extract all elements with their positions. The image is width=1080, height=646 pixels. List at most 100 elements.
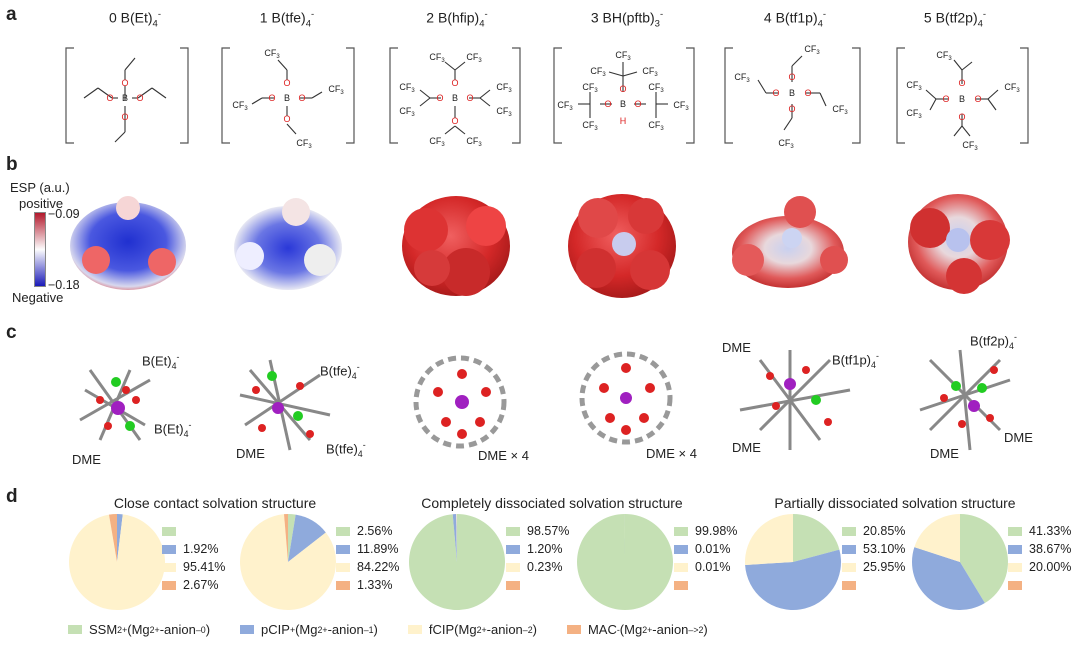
esp-surface-5 bbox=[908, 194, 1010, 294]
label-c5-anion: B(tf2p)4- bbox=[970, 332, 1017, 351]
svg-text:H: H bbox=[620, 116, 627, 126]
pie-legend-3: 99.98% 0.01% 0.01% bbox=[674, 522, 737, 594]
svg-text:CF3: CF3 bbox=[936, 50, 952, 62]
svg-text:CF3: CF3 bbox=[466, 52, 482, 64]
pie-4-slice-2 bbox=[745, 514, 793, 565]
svg-text:O: O bbox=[451, 116, 458, 126]
pie-5-slice-0 bbox=[960, 514, 1009, 604]
svg-text:O: O bbox=[451, 78, 458, 88]
anion-title-3: 3 BH(pftb)3- bbox=[590, 9, 664, 30]
pie-1-slice-0 bbox=[288, 514, 296, 562]
label-c0-bot: B(Et)4- bbox=[154, 420, 192, 439]
anion-title-1: 1 B(tfe)4- bbox=[259, 9, 315, 30]
structure-2 bbox=[419, 61, 491, 135]
svg-text:CF3: CF3 bbox=[832, 104, 848, 116]
svg-text:O: O bbox=[136, 93, 143, 103]
label-c1-bot: B(tfe)4- bbox=[326, 440, 366, 459]
pie-1-slice-1 bbox=[288, 514, 326, 562]
svg-text:CF3: CF3 bbox=[232, 100, 248, 112]
svg-text:O: O bbox=[942, 94, 949, 104]
svg-text:CF3: CF3 bbox=[906, 108, 922, 120]
solvation-structures bbox=[79, 349, 1011, 451]
label-c4-dme2: DME bbox=[732, 440, 761, 455]
esp-colorbar bbox=[34, 212, 46, 287]
pie-5-slice-1 bbox=[912, 547, 985, 610]
solvation-structure-4 bbox=[739, 350, 851, 450]
pie-legend-1: 2.56% 11.89% 84.22% 1.33% bbox=[336, 522, 399, 594]
svg-text:O: O bbox=[772, 88, 779, 98]
svg-text:O: O bbox=[619, 84, 626, 94]
esp-negative-label: Negative bbox=[12, 290, 64, 305]
svg-text:O: O bbox=[466, 93, 473, 103]
svg-text:O: O bbox=[268, 93, 275, 103]
label-c5-dme2: DME bbox=[930, 446, 959, 461]
species-legend: SSM 2+ (Mg 2+ -anion –0) pCIP + (Mg 2+ -anion –1… bbox=[68, 622, 708, 637]
esp-surface-0 bbox=[70, 196, 186, 290]
svg-text:CF3: CF3 bbox=[906, 80, 922, 92]
label-c5-dme1: DME bbox=[1004, 430, 1033, 445]
structure-3 bbox=[578, 62, 668, 118]
pie-1-slice-2 bbox=[240, 514, 336, 610]
svg-text:B: B bbox=[620, 99, 626, 109]
esp-surface-2 bbox=[402, 196, 510, 296]
pie-legend-2: 98.57% 1.20% 0.23% bbox=[506, 522, 569, 594]
panel-label-b: b bbox=[6, 154, 18, 175]
pie-legend-5: 41.33% 38.67% 20.00% bbox=[1008, 522, 1071, 594]
label-c0-top: B(Et)4- bbox=[142, 352, 180, 371]
svg-text:O: O bbox=[788, 72, 795, 82]
structure-1 bbox=[251, 59, 323, 135]
pie-legend-4: 20.85% 53.10% 25.95% bbox=[842, 522, 905, 594]
group-title-dissociated: Completely dissociated solvation structu… bbox=[421, 495, 683, 511]
pie-4-slice-0 bbox=[793, 514, 840, 562]
brackets bbox=[65, 47, 1029, 144]
esp-max: −0.09 bbox=[48, 207, 80, 221]
esp-positive-label: positive bbox=[19, 196, 64, 211]
svg-text:CF3: CF3 bbox=[648, 120, 664, 132]
svg-text:O: O bbox=[436, 93, 443, 103]
svg-text:CF3: CF3 bbox=[399, 82, 415, 94]
svg-text:CF3: CF3 bbox=[734, 72, 750, 84]
svg-text:O: O bbox=[283, 114, 290, 124]
anion-title-4: 4 B(tf1p)4- bbox=[763, 9, 827, 30]
esp-min: −0.18 bbox=[48, 278, 80, 292]
pie-0-slice-3 bbox=[108, 514, 117, 562]
svg-text:O: O bbox=[121, 112, 128, 122]
svg-text:B: B bbox=[959, 94, 965, 104]
pie-0-slice-1 bbox=[117, 514, 123, 562]
svg-text:O: O bbox=[804, 88, 811, 98]
label-c1-top: B(tfe)4- bbox=[320, 362, 360, 381]
svg-text:CF3: CF3 bbox=[804, 44, 820, 56]
svg-text:O: O bbox=[283, 78, 290, 88]
svg-text:CF3: CF3 bbox=[496, 106, 512, 118]
pie-2-slice-1 bbox=[452, 514, 457, 562]
svg-text:B: B bbox=[284, 93, 290, 103]
solvation-structure-3 bbox=[579, 351, 673, 445]
svg-text:O: O bbox=[106, 93, 113, 103]
svg-text:CF3: CF3 bbox=[557, 100, 573, 112]
svg-text:CF3: CF3 bbox=[778, 138, 794, 150]
legend-fcip: fCIP (Mg 2+ -anion –2) bbox=[407, 622, 537, 637]
svg-text:B: B bbox=[452, 93, 458, 103]
label-c1-dme: DME bbox=[236, 446, 265, 461]
esp-surface-4 bbox=[732, 196, 848, 288]
pie-legend-0: 1.92% 95.41% 2.67% bbox=[162, 522, 225, 594]
pie-3-slice-0 bbox=[576, 514, 673, 610]
svg-text:CF3: CF3 bbox=[399, 106, 415, 118]
svg-text:O: O bbox=[604, 99, 611, 109]
label-c4-dme1: DME bbox=[722, 340, 751, 355]
label-c3-dme: DME × 4 bbox=[646, 446, 697, 461]
svg-text:O: O bbox=[634, 99, 641, 109]
svg-text:CF3: CF3 bbox=[328, 84, 344, 96]
structure-4 bbox=[757, 55, 827, 131]
svg-text:CF3: CF3 bbox=[1004, 82, 1020, 94]
svg-text:CF3: CF3 bbox=[296, 138, 312, 150]
pie-2-slice-2 bbox=[456, 514, 457, 562]
svg-text:O: O bbox=[958, 78, 965, 88]
esp-title: ESP (a.u.) bbox=[10, 180, 70, 195]
pie-1-slice-3 bbox=[283, 514, 288, 562]
group-title-partial: Partially dissociated solvation structur… bbox=[774, 495, 1016, 511]
svg-text:CF3: CF3 bbox=[496, 82, 512, 94]
svg-text:CF3: CF3 bbox=[429, 136, 445, 148]
svg-text:B: B bbox=[789, 88, 795, 98]
solvation-structure-5 bbox=[919, 349, 1011, 451]
